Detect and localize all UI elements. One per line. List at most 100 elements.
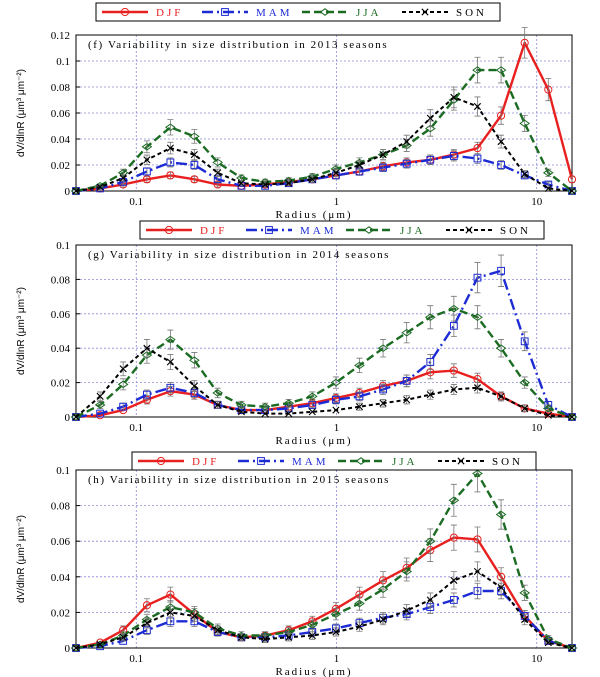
data-point: [496, 111, 506, 120]
error-bar: [474, 526, 481, 553]
data-point: [166, 383, 175, 392]
data-point: [308, 631, 316, 640]
data-point: [426, 114, 434, 122]
data-point: [119, 633, 127, 641]
y-tick-label: 0: [65, 643, 71, 655]
data-point: [166, 171, 175, 180]
error-bar: [450, 592, 457, 608]
data-point: [143, 344, 151, 352]
error-bar: [474, 56, 481, 84]
y-tick-label: 0.08: [51, 82, 71, 94]
data-point: [568, 644, 576, 652]
data-point: [285, 633, 293, 641]
data-point: [495, 510, 507, 519]
error-bar: [191, 352, 198, 369]
panel-2015: 0 0.02 0.04 0.06 0.08 0.1 0.1 1 10 Radius (μm) dV/…: [16, 451, 578, 677]
data-point: [308, 408, 316, 416]
y-tick-label: 0.1: [56, 465, 70, 477]
legend-marker-mam: [257, 457, 265, 465]
data-point: [94, 401, 106, 409]
data-point: [472, 469, 483, 478]
x-tick-label: 10: [531, 196, 543, 208]
error-bar: [403, 561, 410, 582]
data-point: [190, 151, 198, 159]
data-point: [261, 180, 269, 189]
data-point: [236, 174, 247, 182]
data-point: [449, 533, 458, 542]
legend-label-jja: JJA: [400, 225, 426, 237]
data-point: [166, 590, 175, 599]
series-line-son: [75, 347, 573, 418]
data-point: [403, 138, 411, 146]
data-point: [377, 344, 389, 353]
error-bar: [380, 163, 387, 173]
error-bar: [143, 140, 150, 154]
data-point: [521, 404, 529, 412]
y-tick-label: 0.04: [51, 343, 71, 355]
data-point: [214, 169, 222, 177]
data-point: [426, 358, 435, 366]
data-point: [473, 567, 482, 576]
error-bar: [521, 584, 528, 601]
legend: DJF MAM JJA SON: [95, 2, 501, 22]
data-point: [354, 361, 365, 370]
data-point: [212, 158, 224, 167]
data-point: [72, 187, 80, 195]
data-point: [403, 396, 411, 404]
data-point: [330, 610, 342, 618]
data-point: [188, 132, 200, 141]
error-bar: [403, 322, 410, 344]
data-point: [332, 406, 340, 414]
data-point: [166, 144, 174, 152]
data-point: [214, 626, 222, 634]
data-point: [379, 399, 387, 407]
legend-label-jja: JJA: [356, 7, 382, 19]
data-point: [544, 85, 553, 94]
legend-box: [139, 220, 545, 240]
data-point: [143, 390, 151, 399]
series-line-jja: [75, 472, 573, 650]
data-point: [143, 156, 151, 164]
legend-marker-djf: [164, 225, 174, 235]
data-point: [449, 321, 458, 330]
legend-box: [131, 451, 537, 471]
data-point: [544, 411, 552, 419]
data-point: [354, 599, 365, 608]
error-bar: [427, 305, 434, 330]
data-point: [379, 163, 387, 172]
legend-marker-djf: [156, 456, 166, 466]
data-point: [259, 178, 271, 186]
data-point: [190, 612, 198, 620]
error-bar: [498, 339, 505, 358]
data-point: [72, 644, 80, 652]
data-point: [402, 159, 411, 168]
series-line-jja: [75, 68, 573, 193]
data-point: [542, 404, 554, 413]
legend-marker-jja: [319, 8, 331, 16]
y-tick-label: 0.06: [51, 536, 71, 548]
legend-marker-jja: [355, 457, 367, 465]
data-point: [308, 175, 316, 183]
data-point: [472, 66, 483, 74]
error-bar: [498, 56, 505, 84]
data-point: [306, 621, 318, 629]
legend-label-son: SON: [500, 225, 531, 237]
legend-marker-djf: [120, 7, 130, 17]
data-point: [497, 583, 505, 592]
legend-label-mam: MAM: [300, 225, 337, 237]
data-point: [283, 628, 295, 636]
data-point: [495, 344, 507, 353]
data-point: [450, 576, 458, 584]
error-bar: [450, 524, 457, 551]
data-point: [96, 409, 105, 418]
data-point: [449, 596, 458, 604]
plot-frame: [75, 244, 573, 418]
data-point: [355, 403, 364, 411]
data-point: [448, 496, 460, 505]
data-point: [237, 179, 245, 187]
x-tick-label: 1: [334, 653, 340, 665]
data-point: [519, 589, 531, 597]
data-point: [142, 601, 152, 610]
y-axis-label: dV/dlnR (μm³ μm⁻²): [16, 69, 27, 157]
data-point: [519, 119, 531, 128]
